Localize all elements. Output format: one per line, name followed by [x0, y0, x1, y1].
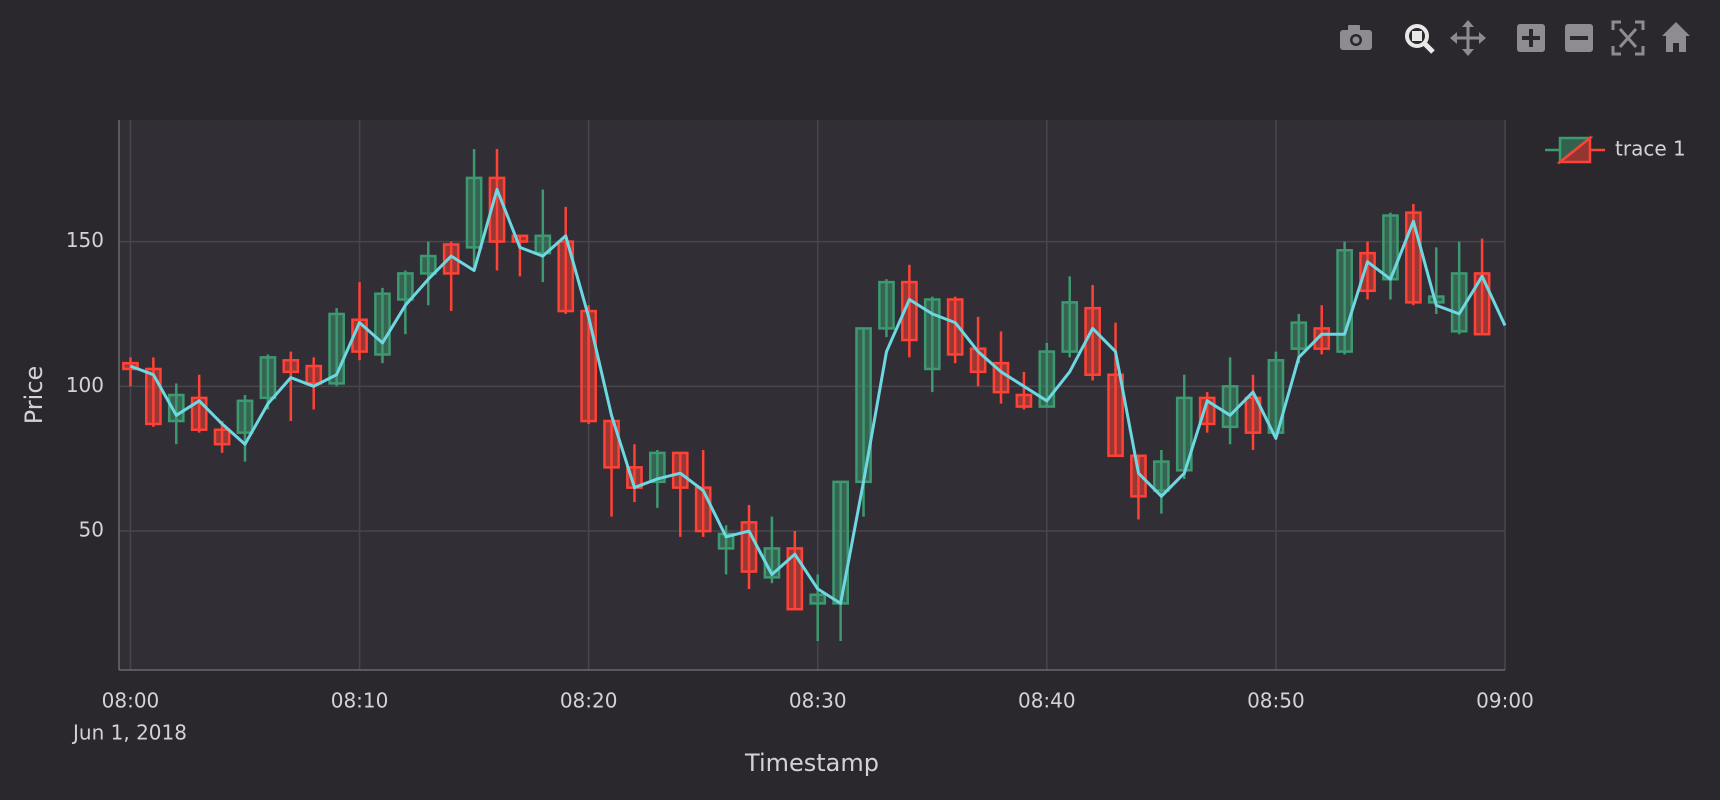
candle-body [603, 419, 620, 469]
candle-body [374, 292, 391, 356]
pan-button[interactable] [1450, 20, 1486, 56]
candle-body [1130, 454, 1147, 498]
candle-body [1221, 385, 1239, 429]
plot-area [119, 120, 1505, 670]
candle-body [419, 254, 437, 275]
candle-body [649, 451, 666, 484]
x-tick-label: 08:10 [331, 689, 389, 713]
x-tick-label: 08:50 [1247, 689, 1305, 713]
candle-body [236, 399, 254, 434]
candle-body [397, 272, 414, 301]
candle-body [809, 593, 827, 605]
candle-body [1015, 393, 1033, 408]
candle-body [1336, 249, 1353, 353]
price-line [129, 188, 1507, 605]
candle-body [901, 280, 918, 342]
candle-body [305, 364, 323, 385]
candle-body [1290, 321, 1308, 350]
autoscale-button[interactable] [1611, 20, 1645, 56]
candle-body [1359, 251, 1376, 293]
x-tick-label: 08:00 [102, 689, 160, 713]
legend-item: trace 1 [1545, 135, 1686, 165]
candle-body [534, 234, 552, 255]
candle-body [282, 359, 300, 374]
y-tick-label: 50 [79, 518, 104, 542]
candle-body [259, 356, 277, 400]
x-date-label: Jun 1, 2018 [71, 721, 187, 745]
y-axis-title: Price [20, 366, 48, 425]
candle-body [1267, 359, 1285, 434]
y-tick-label: 100 [66, 373, 104, 397]
candle-body [1153, 460, 1170, 492]
candle-body [946, 298, 964, 356]
reset-button[interactable] [1662, 22, 1690, 52]
candle-body [465, 176, 483, 249]
x-tick-label: 08:30 [789, 689, 847, 713]
x-tick-label: 09:00 [1476, 689, 1534, 713]
candle-body [694, 486, 712, 533]
candle-body [1450, 272, 1468, 333]
candle-body [557, 240, 575, 313]
zoom-in-button[interactable] [1517, 24, 1545, 52]
candle-body [213, 428, 231, 446]
candle-body [1038, 350, 1056, 408]
x-tick-label: 08:20 [560, 689, 618, 713]
candle-body [1107, 373, 1124, 458]
camera-button[interactable] [1340, 25, 1372, 50]
candle-body [122, 361, 139, 371]
candle-body [1061, 301, 1079, 353]
candle-body [832, 480, 849, 605]
zoom-button[interactable] [1405, 24, 1435, 54]
x-tick-label: 08:40 [1018, 689, 1076, 713]
x-axis-title: Timestamp [744, 749, 879, 777]
candle-body [1244, 396, 1262, 434]
candle-body [580, 309, 597, 423]
candle-body [1084, 306, 1101, 376]
candle-body [511, 234, 529, 243]
y-tick-label: 150 [66, 228, 104, 252]
candle-body [671, 451, 689, 489]
zoom-out-button[interactable] [1565, 24, 1593, 52]
candle-body [878, 280, 895, 330]
candle-body [786, 547, 804, 611]
candle-body [1473, 272, 1491, 336]
legend-swatch [1556, 135, 1592, 164]
toolbar [1340, 20, 1690, 56]
legend-label: trace 1 [1615, 137, 1686, 161]
